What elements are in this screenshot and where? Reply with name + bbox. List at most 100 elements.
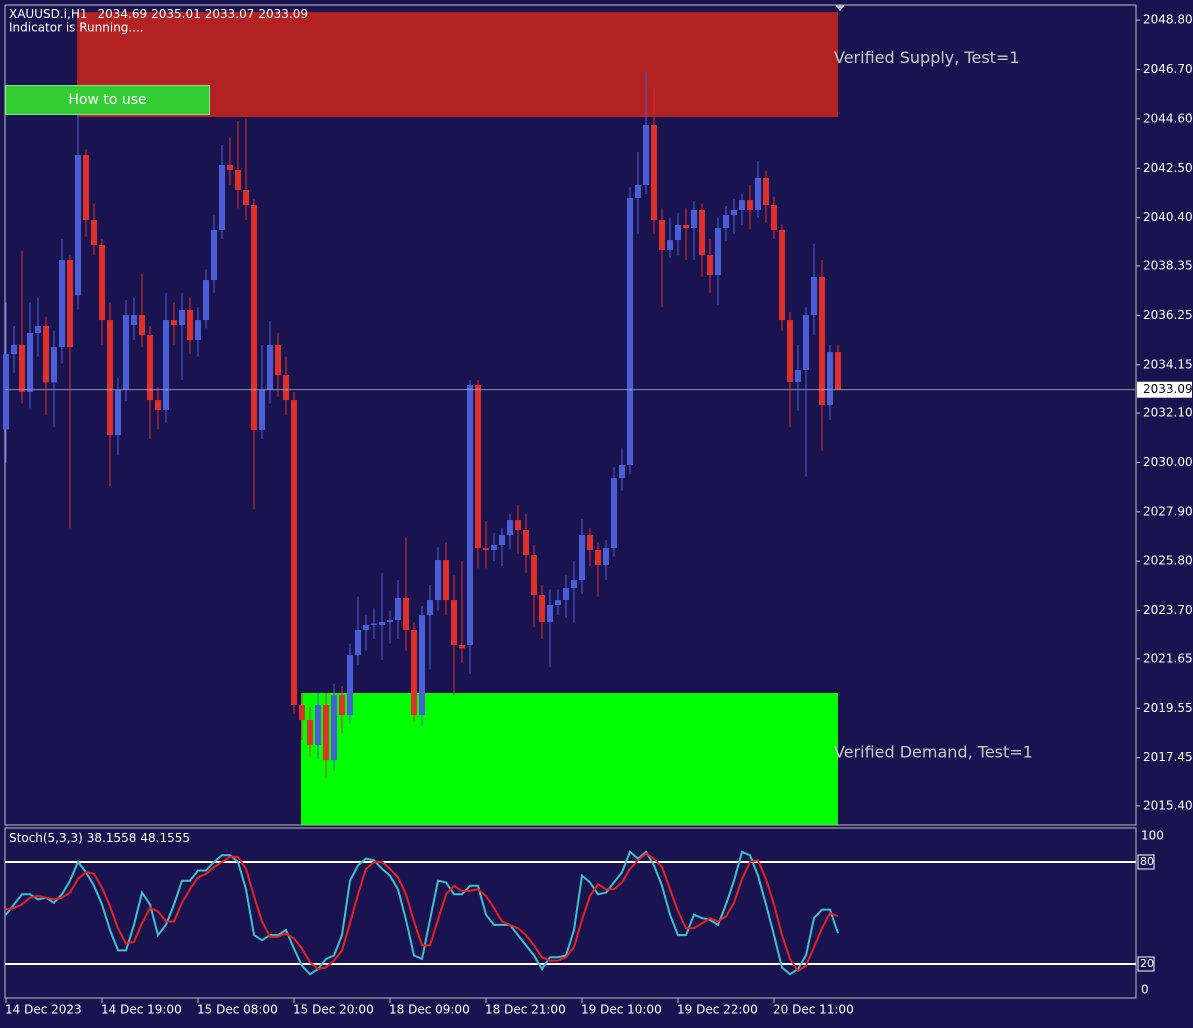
candle-body [547, 605, 553, 622]
candle-body [179, 309, 185, 325]
y-tick-label: 2034.15 [1143, 357, 1193, 371]
candle-body [723, 215, 729, 229]
candle-body [67, 260, 73, 348]
x-tick-label: 14 Dec 19:00 [101, 1003, 182, 1017]
candle-body [467, 385, 473, 645]
candle-body [691, 209, 697, 229]
candle-body [627, 197, 633, 466]
candle-body [675, 225, 681, 241]
price-label-box [1137, 381, 1192, 398]
candle-body [371, 623, 377, 625]
candle-body [267, 345, 273, 390]
x-tick-label: 20 Dec 11:00 [773, 1003, 854, 1017]
y-tick-label: 2044.60 [1143, 111, 1193, 125]
stoch-header: Stoch(5,3,3) 38.1558 48.1555 [9, 831, 190, 845]
y-tick-label: 2036.25 [1143, 308, 1193, 322]
candle-body [363, 625, 369, 630]
y-tick-label: 100 [1141, 829, 1164, 843]
x-tick-label: 15 Dec 20:00 [293, 1003, 374, 1017]
candle-body [395, 597, 401, 621]
candle-body [643, 125, 649, 185]
level-label: 20 [1140, 957, 1154, 970]
candle-body [747, 200, 753, 210]
candle-body [163, 320, 169, 410]
candle-body [59, 260, 65, 348]
candle-body [571, 580, 577, 589]
ohlc-value: 2034.69 [97, 7, 147, 21]
price-label: 2033.09 [1143, 382, 1193, 396]
y-tick-label: 2032.10 [1143, 406, 1193, 420]
y-tick-label: 2027.90 [1143, 504, 1193, 518]
stoch-line [5, 850, 839, 976]
candle-body [331, 695, 337, 761]
candle-body [563, 588, 569, 601]
level-label-box [1137, 956, 1155, 972]
candle-body [435, 560, 441, 601]
x-tick-label: 18 Dec 21:00 [485, 1003, 566, 1017]
candle-body [187, 309, 193, 341]
candle-body [171, 320, 177, 325]
x-tick-label: 14 Dec 2023 [5, 1003, 82, 1017]
candle-body [555, 600, 561, 605]
y-tick-label: 2025.80 [1143, 554, 1193, 568]
candle-body [91, 220, 97, 245]
candle-body [531, 555, 537, 596]
candle-body [203, 280, 209, 321]
y-tick-label: 2046.70 [1143, 62, 1193, 76]
y-tick-label: 2030.00 [1143, 455, 1193, 469]
shift-marker [835, 5, 845, 11]
candle-body [115, 389, 121, 436]
candle-body [355, 629, 361, 656]
candle-body [291, 400, 297, 705]
candle-body [731, 209, 737, 216]
candle-body [51, 347, 57, 383]
candle-body [147, 335, 153, 401]
candle-body [35, 325, 41, 333]
candle-body [299, 705, 305, 721]
candle-body [755, 177, 761, 210]
x-tick-label: 19 Dec 22:00 [677, 1003, 758, 1017]
ohlc-value: 2033.09 [258, 7, 308, 21]
x-tick-label: 18 Dec 09:00 [389, 1003, 470, 1017]
candle-body [795, 369, 801, 382]
candle-body [763, 177, 769, 205]
candle-body [27, 333, 33, 392]
candle-body [131, 315, 137, 325]
candle-body [819, 277, 825, 405]
candle-body [523, 529, 529, 556]
candle-body [83, 155, 89, 221]
candle-body [715, 228, 721, 276]
candle-body [491, 545, 497, 550]
candle-body [411, 629, 417, 716]
candle-body [195, 320, 201, 341]
status: Indicator is Running.... [9, 21, 144, 35]
candle-body [811, 277, 817, 316]
candle-body [619, 465, 625, 479]
candle-body [419, 615, 425, 716]
candle-body [219, 165, 225, 230]
y-tick-label: 2017.45 [1143, 750, 1193, 764]
candle-body [779, 229, 785, 321]
candle-body [139, 315, 145, 336]
candle-body [587, 535, 593, 550]
y-tick-label: 2048.80 [1143, 13, 1193, 27]
level-label-box [1137, 854, 1155, 870]
candle-body [227, 165, 233, 170]
candle-body [259, 389, 265, 430]
candle-body [699, 209, 705, 256]
candle-body [835, 352, 841, 390]
candle-body [155, 400, 161, 410]
candle-body [379, 621, 385, 625]
y-tick-label: 2023.70 [1143, 603, 1193, 617]
how-to-use-button[interactable]: How to use [5, 85, 210, 115]
candle-body [323, 705, 329, 761]
candle-body [243, 189, 249, 205]
y-tick-label: 2019.55 [1143, 701, 1193, 715]
candle-body [739, 200, 745, 210]
candle-body [579, 535, 585, 581]
candle-body [635, 185, 641, 198]
ohlc-value: 2033.07 [205, 7, 255, 21]
candle-body [315, 705, 321, 745]
candle-body [251, 205, 257, 430]
